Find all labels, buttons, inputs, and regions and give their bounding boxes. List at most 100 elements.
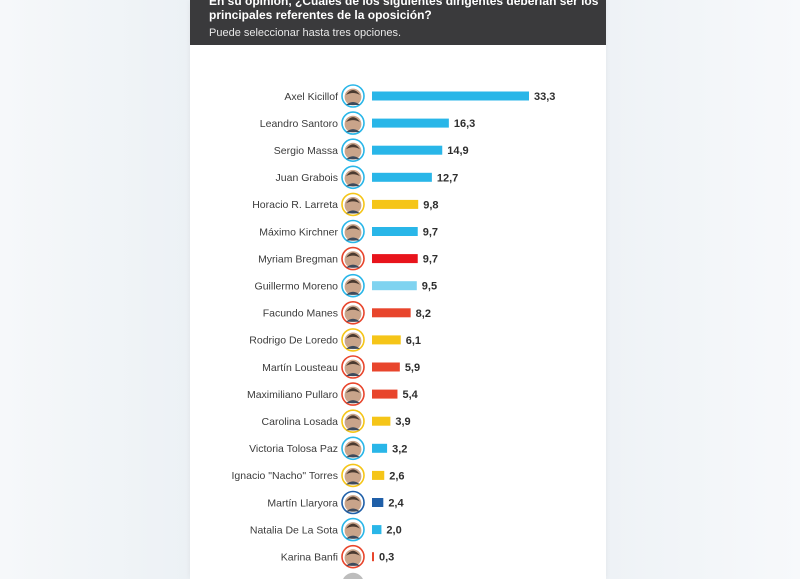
chart-question: En su opinión, ¿Cuáles de los siguientes… (209, 0, 599, 22)
value-label: 3,9 (395, 416, 410, 428)
avatar-body (346, 129, 360, 133)
avatar-body (346, 237, 360, 241)
bar (372, 172, 432, 182)
bar-row: Guillermo Moreno 9,5 (255, 273, 437, 298)
category-label: Martín Lousteau (262, 362, 338, 374)
bar-row: Carolina Losada 3,9 (262, 409, 411, 434)
bar (372, 389, 398, 399)
value-label: 2,6 (389, 470, 404, 482)
category-label: Ignacio "Nacho" Torres (232, 470, 338, 482)
avatar-body (346, 400, 360, 404)
bar (372, 227, 418, 236)
avatar-body (346, 535, 360, 539)
category-label: Myriam Bregman (258, 253, 338, 265)
value-label: 16,3 (454, 118, 475, 130)
category-label: Natalia De La Sota (250, 524, 338, 536)
bar-row: Facundo Manes 8,2 (263, 300, 431, 325)
chart-card: En su opinión, ¿Cuáles de los siguientes… (190, 0, 606, 579)
avatar-body (346, 562, 360, 566)
avatar-body (346, 454, 360, 458)
category-label: Leandro Santoro (260, 118, 338, 130)
value-label: 9,7 (423, 254, 438, 266)
avatar-body (346, 427, 360, 431)
bar (372, 416, 391, 426)
bar (372, 91, 529, 101)
bar (372, 118, 449, 128)
bar-chart: Axel Kicillof 33,3 Leandro Santoro 16,3 Serg… (232, 84, 555, 579)
avatar-body (346, 210, 360, 214)
avatar-hair (346, 442, 360, 448)
avatar-hair (346, 550, 360, 556)
value-label: 2,0 (386, 525, 401, 537)
avatar-body (346, 291, 360, 295)
avatar-hair (346, 415, 360, 421)
value-label: 5,9 (405, 362, 420, 374)
value-label: 0,3 (379, 552, 394, 564)
bar (372, 525, 382, 535)
avatar-hair (346, 469, 360, 475)
category-label: Juan Grabois (276, 172, 338, 184)
avatar-hair (346, 198, 360, 204)
chart-subtitle: Puede seleccionar hasta tres opciones. (209, 27, 402, 39)
category-label: Rodrigo De Loredo (249, 335, 338, 347)
bar-row: Máximo Kirchner 9,7 (259, 219, 438, 244)
value-label: 5,4 (402, 389, 418, 401)
avatar-body (346, 102, 360, 105)
bar-row: Ignacio "Nacho" Torres 2,6 (232, 463, 405, 488)
value-label: 14,9 (447, 145, 468, 157)
avatar-hair (346, 171, 360, 177)
chart-header: En su opinión, ¿Cuáles de los siguientes… (190, 0, 606, 45)
value-label: 6,1 (406, 335, 421, 347)
bar-row: Rodrigo De Loredo 6,1 (249, 328, 421, 352)
avatar-body (346, 508, 360, 512)
bar-row: Horacio R. Larreta 9,8 (252, 192, 439, 217)
avatar-hair (346, 523, 360, 529)
avatar-hair (346, 117, 360, 123)
avatar-hair (346, 333, 360, 339)
value-label: 33,3 (534, 91, 555, 103)
bar (372, 443, 388, 453)
bar (372, 281, 417, 291)
bar-row: Victoria Tolosa Paz 3,2 (249, 436, 407, 461)
avatar-hair (346, 388, 360, 394)
bar (372, 308, 411, 318)
value-label: 9,8 (423, 199, 438, 211)
avatar-hair (346, 306, 360, 312)
avatar-body (346, 345, 360, 349)
avatar-hair (346, 225, 360, 231)
category-label: Facundo Manes (263, 308, 338, 320)
bar-row: Natalia De La Sota 2,0 (250, 517, 402, 542)
avatar-hair (346, 279, 360, 285)
avatar-hair (346, 144, 360, 150)
category-label: Sergio Massa (274, 145, 338, 157)
value-label: 2,4 (388, 498, 404, 510)
background-left (0, 0, 190, 579)
bar-row: Juan Grabois 12,7 (276, 165, 458, 190)
category-label: Carolina Losada (262, 416, 339, 428)
avatar-hair (346, 496, 360, 502)
avatar-body (346, 156, 360, 160)
avatar-body (346, 264, 360, 268)
bar (372, 362, 400, 372)
value-label: 9,7 (423, 227, 438, 239)
avatar-body (346, 318, 360, 322)
bar-row: Sergio Massa 14,9 (274, 138, 469, 162)
bar (372, 145, 443, 155)
avatar-body (346, 373, 360, 376)
avatar-body (346, 183, 360, 187)
value-label: 8,2 (416, 308, 431, 320)
category-label: Victoria Tolosa Paz (249, 443, 338, 455)
bar-row: Myriam Bregman 9,7 (258, 246, 438, 271)
bar-row: Leandro Santoro 16,3 (260, 111, 475, 135)
bar-row: Axel Kicillof 33,3 (284, 84, 555, 108)
category-label: Axel Kicillof (284, 91, 338, 103)
avatar-body (346, 481, 360, 485)
bar (372, 552, 374, 562)
category-label: Karina Banfi (281, 552, 338, 564)
bar (372, 254, 418, 264)
category-label: Guillermo Moreno (255, 281, 339, 293)
bar (372, 335, 401, 345)
bar-row: Karina Banfi 0,3 (281, 544, 394, 569)
background-right (606, 0, 800, 579)
value-label: 12,7 (437, 172, 458, 184)
